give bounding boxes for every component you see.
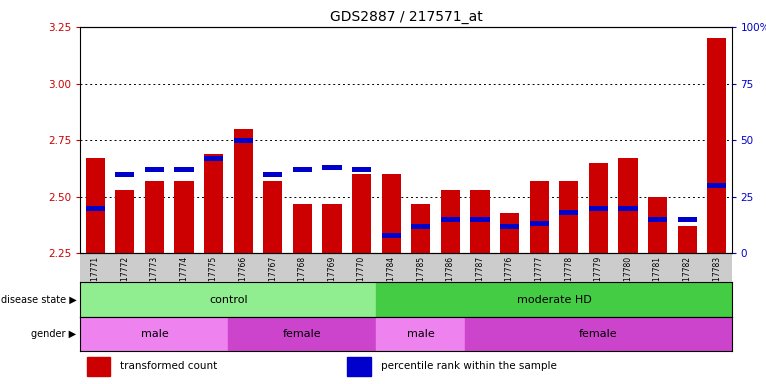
- Bar: [381, 233, 401, 238]
- Bar: [618, 206, 637, 210]
- Bar: [470, 217, 489, 222]
- Bar: [352, 174, 372, 253]
- Bar: [80, 282, 376, 317]
- Bar: [440, 190, 460, 253]
- Text: disease state ▶: disease state ▶: [1, 295, 77, 305]
- Bar: [529, 181, 548, 253]
- Bar: [376, 282, 732, 317]
- Bar: [381, 174, 401, 253]
- Bar: [322, 165, 342, 170]
- Bar: [707, 38, 726, 253]
- Bar: [348, 357, 371, 376]
- Text: transformed count: transformed count: [120, 361, 218, 371]
- Bar: [228, 317, 376, 351]
- Bar: [204, 156, 223, 161]
- Bar: [677, 226, 697, 253]
- Bar: [559, 210, 578, 215]
- Text: GDS2887 / 217571_at: GDS2887 / 217571_at: [329, 10, 483, 23]
- Bar: [707, 183, 726, 188]
- Bar: [264, 181, 283, 253]
- Bar: [529, 222, 548, 227]
- Bar: [618, 158, 637, 253]
- Bar: [175, 181, 194, 253]
- Text: moderate HD: moderate HD: [516, 295, 591, 305]
- Bar: [589, 163, 608, 253]
- Bar: [145, 181, 164, 253]
- Text: male: male: [407, 329, 434, 339]
- Text: percentile rank within the sample: percentile rank within the sample: [381, 361, 556, 371]
- Bar: [648, 217, 667, 222]
- Text: control: control: [209, 295, 247, 305]
- Bar: [465, 317, 732, 351]
- Bar: [440, 217, 460, 222]
- Bar: [115, 172, 135, 177]
- Bar: [411, 204, 430, 253]
- Bar: [648, 197, 667, 253]
- Text: female: female: [579, 329, 617, 339]
- Bar: [234, 138, 253, 142]
- Bar: [115, 190, 135, 253]
- Bar: [175, 167, 194, 172]
- Bar: [145, 167, 164, 172]
- Bar: [322, 204, 342, 253]
- Text: gender ▶: gender ▶: [31, 329, 77, 339]
- Bar: [204, 154, 223, 253]
- Bar: [589, 206, 608, 210]
- Bar: [86, 206, 105, 210]
- Bar: [470, 190, 489, 253]
- Bar: [80, 317, 228, 351]
- Bar: [87, 357, 110, 376]
- Text: female: female: [283, 329, 322, 339]
- Bar: [500, 224, 519, 229]
- Bar: [559, 181, 578, 253]
- Bar: [376, 317, 465, 351]
- Bar: [264, 172, 283, 177]
- Text: male: male: [140, 329, 169, 339]
- Bar: [677, 217, 697, 222]
- Bar: [293, 167, 312, 172]
- Bar: [500, 213, 519, 253]
- Bar: [86, 158, 105, 253]
- Bar: [411, 224, 430, 229]
- Bar: [234, 129, 253, 253]
- Bar: [293, 204, 312, 253]
- Bar: [352, 167, 372, 172]
